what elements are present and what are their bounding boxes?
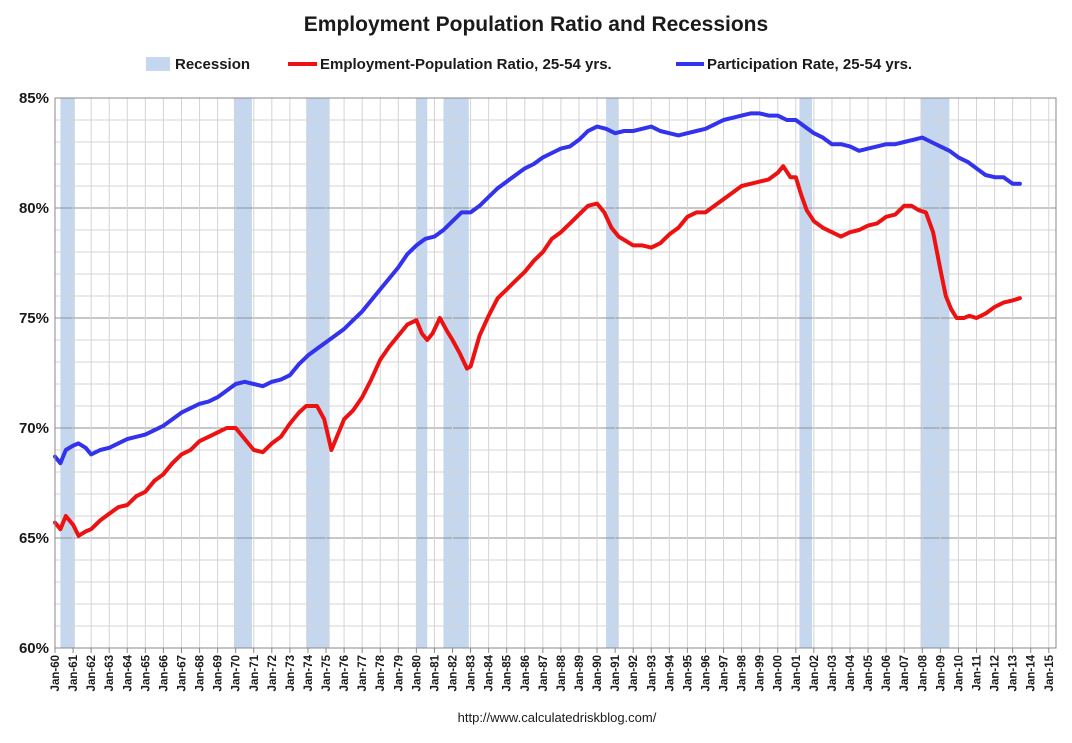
x-tick-label: Jan-92: [628, 655, 640, 691]
recession-band-7: [920, 98, 950, 648]
x-axis-ticks: Jan-60 Jan-61 Jan-62 Jan-63 Jan-64 Jan-65 Jan-…: [50, 648, 1056, 691]
x-tick-label: Jan-84: [484, 654, 496, 691]
x-tick-label: Jan-07: [899, 655, 911, 691]
x-tick-label: Jan-78: [375, 654, 387, 691]
x-tick-label: Jan-73: [285, 655, 297, 691]
x-tick-label: Jan-68: [195, 654, 207, 691]
x-tick-label: Jan-13: [1008, 655, 1020, 691]
y-tick-label: 60%: [19, 640, 49, 657]
x-tick-label: Jan-80: [411, 655, 423, 691]
x-tick-label: Jan-97: [719, 655, 731, 691]
x-tick-label: Jan-90: [592, 655, 604, 691]
x-tick-label: Jan-61: [68, 654, 80, 691]
x-tick-label: Jan-14: [1026, 654, 1038, 691]
x-tick-label: Jan-60: [50, 655, 62, 691]
x-tick-label: Jan-15: [1044, 654, 1056, 691]
x-tick-label: Jan-10: [953, 655, 965, 691]
x-tick-label: Jan-87: [538, 655, 550, 691]
y-axis-ticks: 60% 65% 70% 75% 80% 85%: [19, 90, 49, 657]
x-tick-label: Jan-01: [791, 654, 803, 691]
x-tick-label: Jan-05: [863, 654, 875, 691]
x-tick-label: Jan-02: [809, 655, 821, 691]
x-tick-label: Jan-76: [339, 655, 351, 691]
x-tick-label: Jan-91: [610, 654, 622, 691]
recession-band-4: [443, 98, 469, 648]
x-tick-label: Jan-88: [556, 654, 568, 691]
x-tick-label: Jan-77: [357, 655, 369, 691]
legend-epop-label: Employment-Population Ratio, 25-54 yrs.: [320, 56, 612, 73]
x-tick-label: Jan-83: [466, 655, 478, 691]
x-tick-label: Jan-72: [267, 655, 279, 691]
x-tick-label: Jan-64: [122, 654, 134, 691]
x-tick-label: Jan-99: [755, 655, 767, 691]
x-tick-label: Jan-65: [140, 654, 152, 691]
series-employment-population-ratio: [53, 164, 1022, 538]
x-tick-label: Jan-04: [845, 654, 857, 691]
y-tick-label: 65%: [19, 530, 49, 547]
x-tick-label: Jan-81: [429, 654, 441, 691]
chart-title: Employment Population Ratio and Recessio…: [304, 13, 768, 36]
x-tick-label: Jan-11: [972, 654, 984, 690]
x-tick-label: Jan-63: [104, 655, 116, 691]
recession-band-1: [233, 98, 252, 648]
legend: Recession Employment-Population Ratio, 2…: [146, 56, 912, 73]
x-tick-label: Jan-96: [701, 655, 713, 691]
y-tick-label: 75%: [19, 310, 49, 327]
x-tick-label: Jan-62: [86, 655, 98, 691]
x-tick-label: Jan-89: [574, 655, 586, 691]
x-tick-label: Jan-67: [177, 655, 189, 691]
plot-border: [54, 97, 1057, 649]
recession-band-2: [306, 98, 330, 648]
y-tick-label: 80%: [19, 200, 49, 217]
x-tick-label: Jan-12: [990, 655, 1002, 691]
gridlines: [54, 97, 1056, 649]
series-lines: [53, 111, 1022, 538]
x-tick-label: Jan-94: [664, 654, 676, 691]
legend-participation-label: Participation Rate, 25-54 yrs.: [707, 56, 912, 73]
x-tick-label: Jan-95: [682, 654, 694, 691]
recession-band-5: [606, 98, 619, 648]
recession-band-3: [416, 98, 428, 648]
x-tick-label: Jan-86: [520, 655, 532, 691]
x-tick-label: Jan-71: [249, 654, 261, 691]
x-tick-label: Jan-09: [935, 655, 947, 691]
x-tick-label: Jan-03: [827, 655, 839, 691]
x-tick-label: Jan-75: [321, 654, 333, 691]
source-url: http://www.calculatedriskblog.com/: [458, 710, 657, 725]
x-tick-label: Jan-85: [502, 654, 514, 691]
recession-band-0: [60, 98, 75, 648]
x-tick-label: Jan-74: [303, 654, 315, 691]
x-tick-label: Jan-82: [448, 655, 460, 691]
x-tick-label: Jan-69: [213, 655, 225, 691]
x-tick-label: Jan-93: [646, 655, 658, 691]
y-tick-label: 85%: [19, 90, 49, 107]
x-tick-label: Jan-00: [773, 655, 785, 691]
legend-recession-label: Recession: [175, 56, 250, 73]
x-tick-label: Jan-98: [737, 654, 749, 691]
x-tick-label: Jan-79: [393, 655, 405, 691]
x-tick-label: Jan-08: [917, 654, 929, 691]
y-tick-label: 70%: [19, 420, 49, 437]
series-participation-rate: [53, 111, 1022, 466]
legend-recession-swatch: [146, 57, 170, 71]
x-tick-label: Jan-66: [158, 655, 170, 691]
recession-band-6: [799, 98, 813, 648]
x-tick-label: Jan-06: [881, 655, 893, 691]
x-tick-label: Jan-70: [231, 655, 243, 691]
